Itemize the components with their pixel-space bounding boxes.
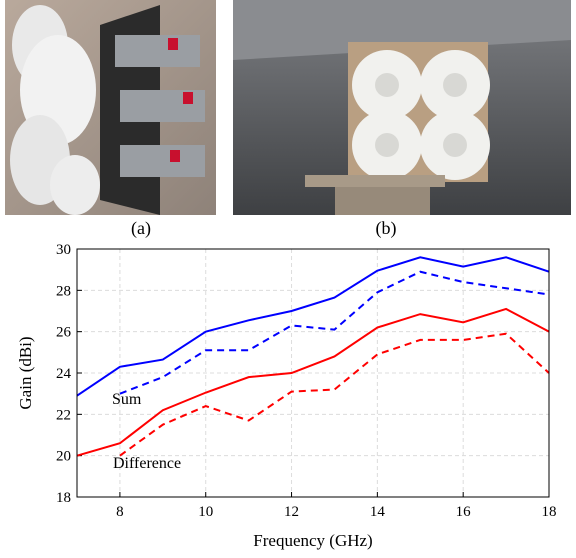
y-tick-label: 26 (56, 325, 72, 341)
panel-label: (a) (131, 218, 151, 239)
y-tick-label: 22 (56, 407, 71, 423)
y-tick-label: 20 (56, 449, 71, 465)
annotation: Difference (113, 455, 181, 472)
x-tick-label: 16 (456, 504, 472, 520)
plot-frame (76, 248, 550, 498)
series-line (76, 307, 550, 457)
panel-label: (b) (376, 218, 397, 239)
y-tick-label: 30 (56, 242, 71, 258)
series-line (119, 270, 550, 395)
x-tick-label: 18 (542, 504, 557, 520)
photo-b (233, 0, 571, 215)
x-tick-label: 14 (370, 504, 386, 520)
x-axis-title: Frequency (GHz) (253, 531, 372, 550)
series-line (76, 256, 550, 397)
x-tick-label: 8 (116, 504, 124, 520)
series-line (119, 332, 550, 457)
y-axis-title: Gain (dBi) (16, 336, 35, 409)
plot: 18 20 22 24 26 28 30 8 10 12 14 16 18 Sum Difference Fr… (16, 242, 557, 550)
y-tick-label: 24 (56, 366, 72, 382)
x-tick-label: 12 (284, 504, 299, 520)
annotation: Sum (112, 391, 142, 408)
y-tick-label: 18 (56, 490, 71, 506)
y-tick-label: 28 (56, 283, 71, 299)
x-tick-label: 10 (198, 504, 213, 520)
photo-a (5, 0, 216, 215)
